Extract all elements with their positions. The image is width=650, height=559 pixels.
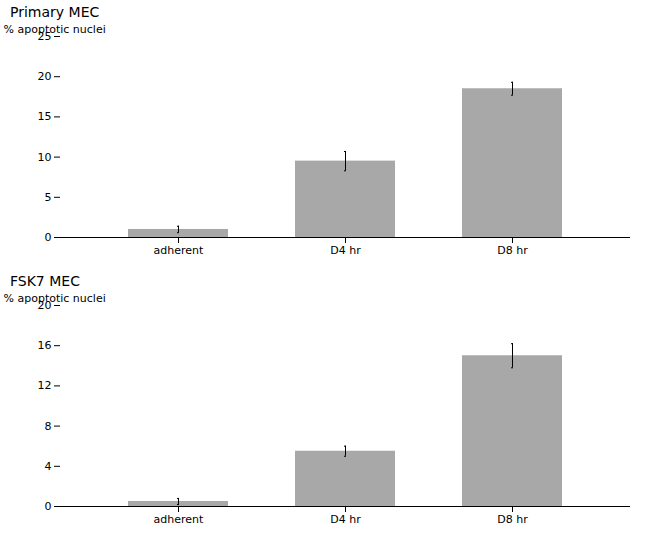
html-text:FSK7 MEC: FSK7 MEC [10, 273, 80, 289]
svg-text:16: 16 [38, 339, 52, 352]
svg-text:10: 10 [38, 151, 52, 164]
svg-text:8: 8 [45, 420, 52, 433]
svg-text:D8 hr: D8 hr [497, 244, 528, 257]
svg-text:0: 0 [45, 231, 52, 244]
svg-text:0: 0 [45, 500, 52, 513]
svg-text:D4 hr: D4 hr [330, 244, 361, 257]
svg-text:25: 25 [37, 30, 52, 43]
svg-text:D8 hr: D8 hr [497, 513, 528, 526]
svg-text:D4 hr: D4 hr [330, 513, 361, 526]
svg-text:adherent: adherent [154, 513, 204, 526]
svg-text:5: 5 [45, 191, 52, 204]
html-text:Primary MEC: Primary MEC [10, 4, 100, 20]
svg-text:adherent: adherent [154, 244, 204, 257]
svg-text:15: 15 [38, 110, 52, 123]
svg-text:% apoptotic nuclei: % apoptotic nuclei [4, 292, 106, 305]
svg-text:% apoptotic nuclei: % apoptotic nuclei [4, 23, 106, 36]
svg-text:20: 20 [37, 299, 52, 312]
svg-text:4: 4 [45, 460, 52, 473]
svg-text:12: 12 [38, 379, 52, 392]
svg-text:20: 20 [38, 70, 52, 83]
